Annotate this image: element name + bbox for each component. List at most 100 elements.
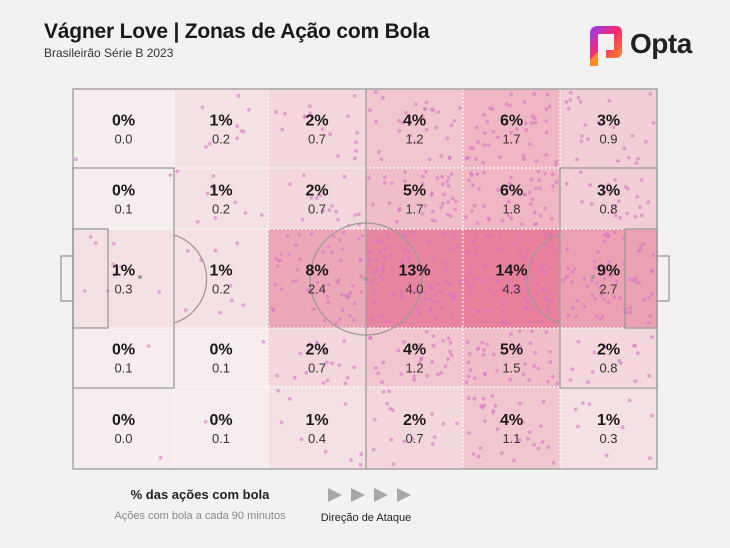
action-dot	[480, 340, 485, 345]
action-dot	[603, 271, 608, 276]
zone-percent-label: 2%	[305, 183, 328, 200]
action-dot	[417, 360, 422, 365]
action-dot	[433, 293, 437, 298]
zone-rate-label: 0.7	[308, 202, 326, 217]
legend-percent-label: % das ações com bola	[130, 487, 270, 502]
action-dot	[387, 389, 392, 394]
action-dot	[371, 271, 376, 276]
action-dot	[480, 405, 485, 410]
action-dot	[498, 232, 502, 237]
action-dot	[482, 170, 486, 175]
action-dot	[370, 281, 374, 286]
action-dot	[553, 249, 558, 253]
action-dot	[483, 319, 488, 323]
action-dot	[372, 417, 377, 422]
action-dot	[211, 174, 216, 178]
action-dot	[300, 217, 305, 222]
action-dot	[380, 267, 385, 272]
action-dot	[581, 401, 585, 405]
action-dot	[566, 266, 570, 271]
action-dot	[378, 250, 382, 255]
action-dot	[500, 247, 505, 251]
action-dot	[565, 247, 569, 252]
action-dot	[522, 157, 526, 162]
action-dot	[647, 320, 651, 325]
action-dot	[414, 102, 418, 106]
action-dot	[622, 146, 627, 151]
action-dot	[343, 402, 348, 406]
zone-rate-label: 1.1	[502, 431, 520, 446]
zone-percent-label: 0%	[112, 113, 135, 130]
action-dot	[450, 315, 455, 320]
action-dot	[651, 120, 656, 125]
action-dot	[641, 242, 646, 246]
heatmap-zone	[268, 89, 366, 168]
action-dot	[592, 350, 597, 355]
action-dot	[359, 452, 364, 457]
action-dot	[646, 295, 651, 300]
action-dot	[444, 280, 449, 284]
heatmap-zone	[268, 387, 366, 469]
action-dot	[404, 110, 408, 115]
action-dot	[495, 427, 500, 432]
action-dot	[634, 161, 639, 166]
action-dot	[356, 236, 361, 241]
action-dot	[295, 267, 300, 272]
action-dot	[607, 99, 612, 103]
action-dot	[430, 360, 434, 364]
action-dot	[585, 137, 590, 142]
action-dot	[385, 401, 389, 406]
heatmap-zone	[560, 168, 657, 229]
action-dot	[606, 300, 611, 304]
action-dot	[218, 310, 223, 315]
action-dot	[544, 330, 549, 335]
action-dot	[433, 219, 438, 223]
action-dot	[544, 119, 549, 123]
action-dot	[334, 209, 339, 214]
action-dot	[509, 216, 514, 221]
action-dot	[442, 192, 446, 197]
action-dot	[389, 252, 394, 257]
action-dot	[441, 182, 445, 187]
action-dot	[540, 266, 544, 270]
action-dot	[442, 232, 447, 236]
zone-rate-label: 1.5	[502, 361, 520, 376]
action-dot	[343, 381, 348, 386]
action-dot	[146, 344, 151, 348]
action-dot	[429, 284, 433, 288]
action-dot	[407, 255, 412, 260]
action-dot	[314, 340, 319, 345]
action-dot	[287, 396, 292, 401]
zone-rate-label: 0.7	[405, 431, 423, 446]
action-dot	[381, 262, 386, 266]
action-dot	[291, 279, 295, 284]
action-dot	[157, 290, 162, 294]
action-dot	[575, 157, 579, 162]
action-dot	[490, 291, 495, 296]
action-dot	[420, 211, 425, 216]
action-dot	[585, 284, 589, 289]
action-dot	[491, 352, 496, 357]
action-dot	[481, 279, 485, 284]
action-dot	[208, 141, 212, 146]
action-dot	[467, 431, 471, 435]
action-dot	[241, 303, 246, 307]
action-dot	[521, 420, 525, 425]
action-dot	[430, 191, 434, 196]
action-dot	[416, 267, 421, 272]
action-dot	[539, 424, 543, 428]
action-dot	[473, 251, 477, 256]
action-dot	[427, 239, 431, 244]
action-dot	[551, 184, 555, 189]
action-dot	[408, 133, 413, 138]
action-dot	[345, 375, 350, 380]
action-dot	[595, 281, 599, 285]
zone-percent-label: 0%	[112, 183, 135, 200]
action-dot	[321, 288, 326, 292]
action-dot	[593, 297, 597, 301]
action-dot	[389, 245, 394, 250]
action-dot	[588, 183, 592, 187]
action-dot	[375, 240, 379, 244]
action-dot	[432, 299, 437, 304]
action-dot	[471, 452, 476, 456]
